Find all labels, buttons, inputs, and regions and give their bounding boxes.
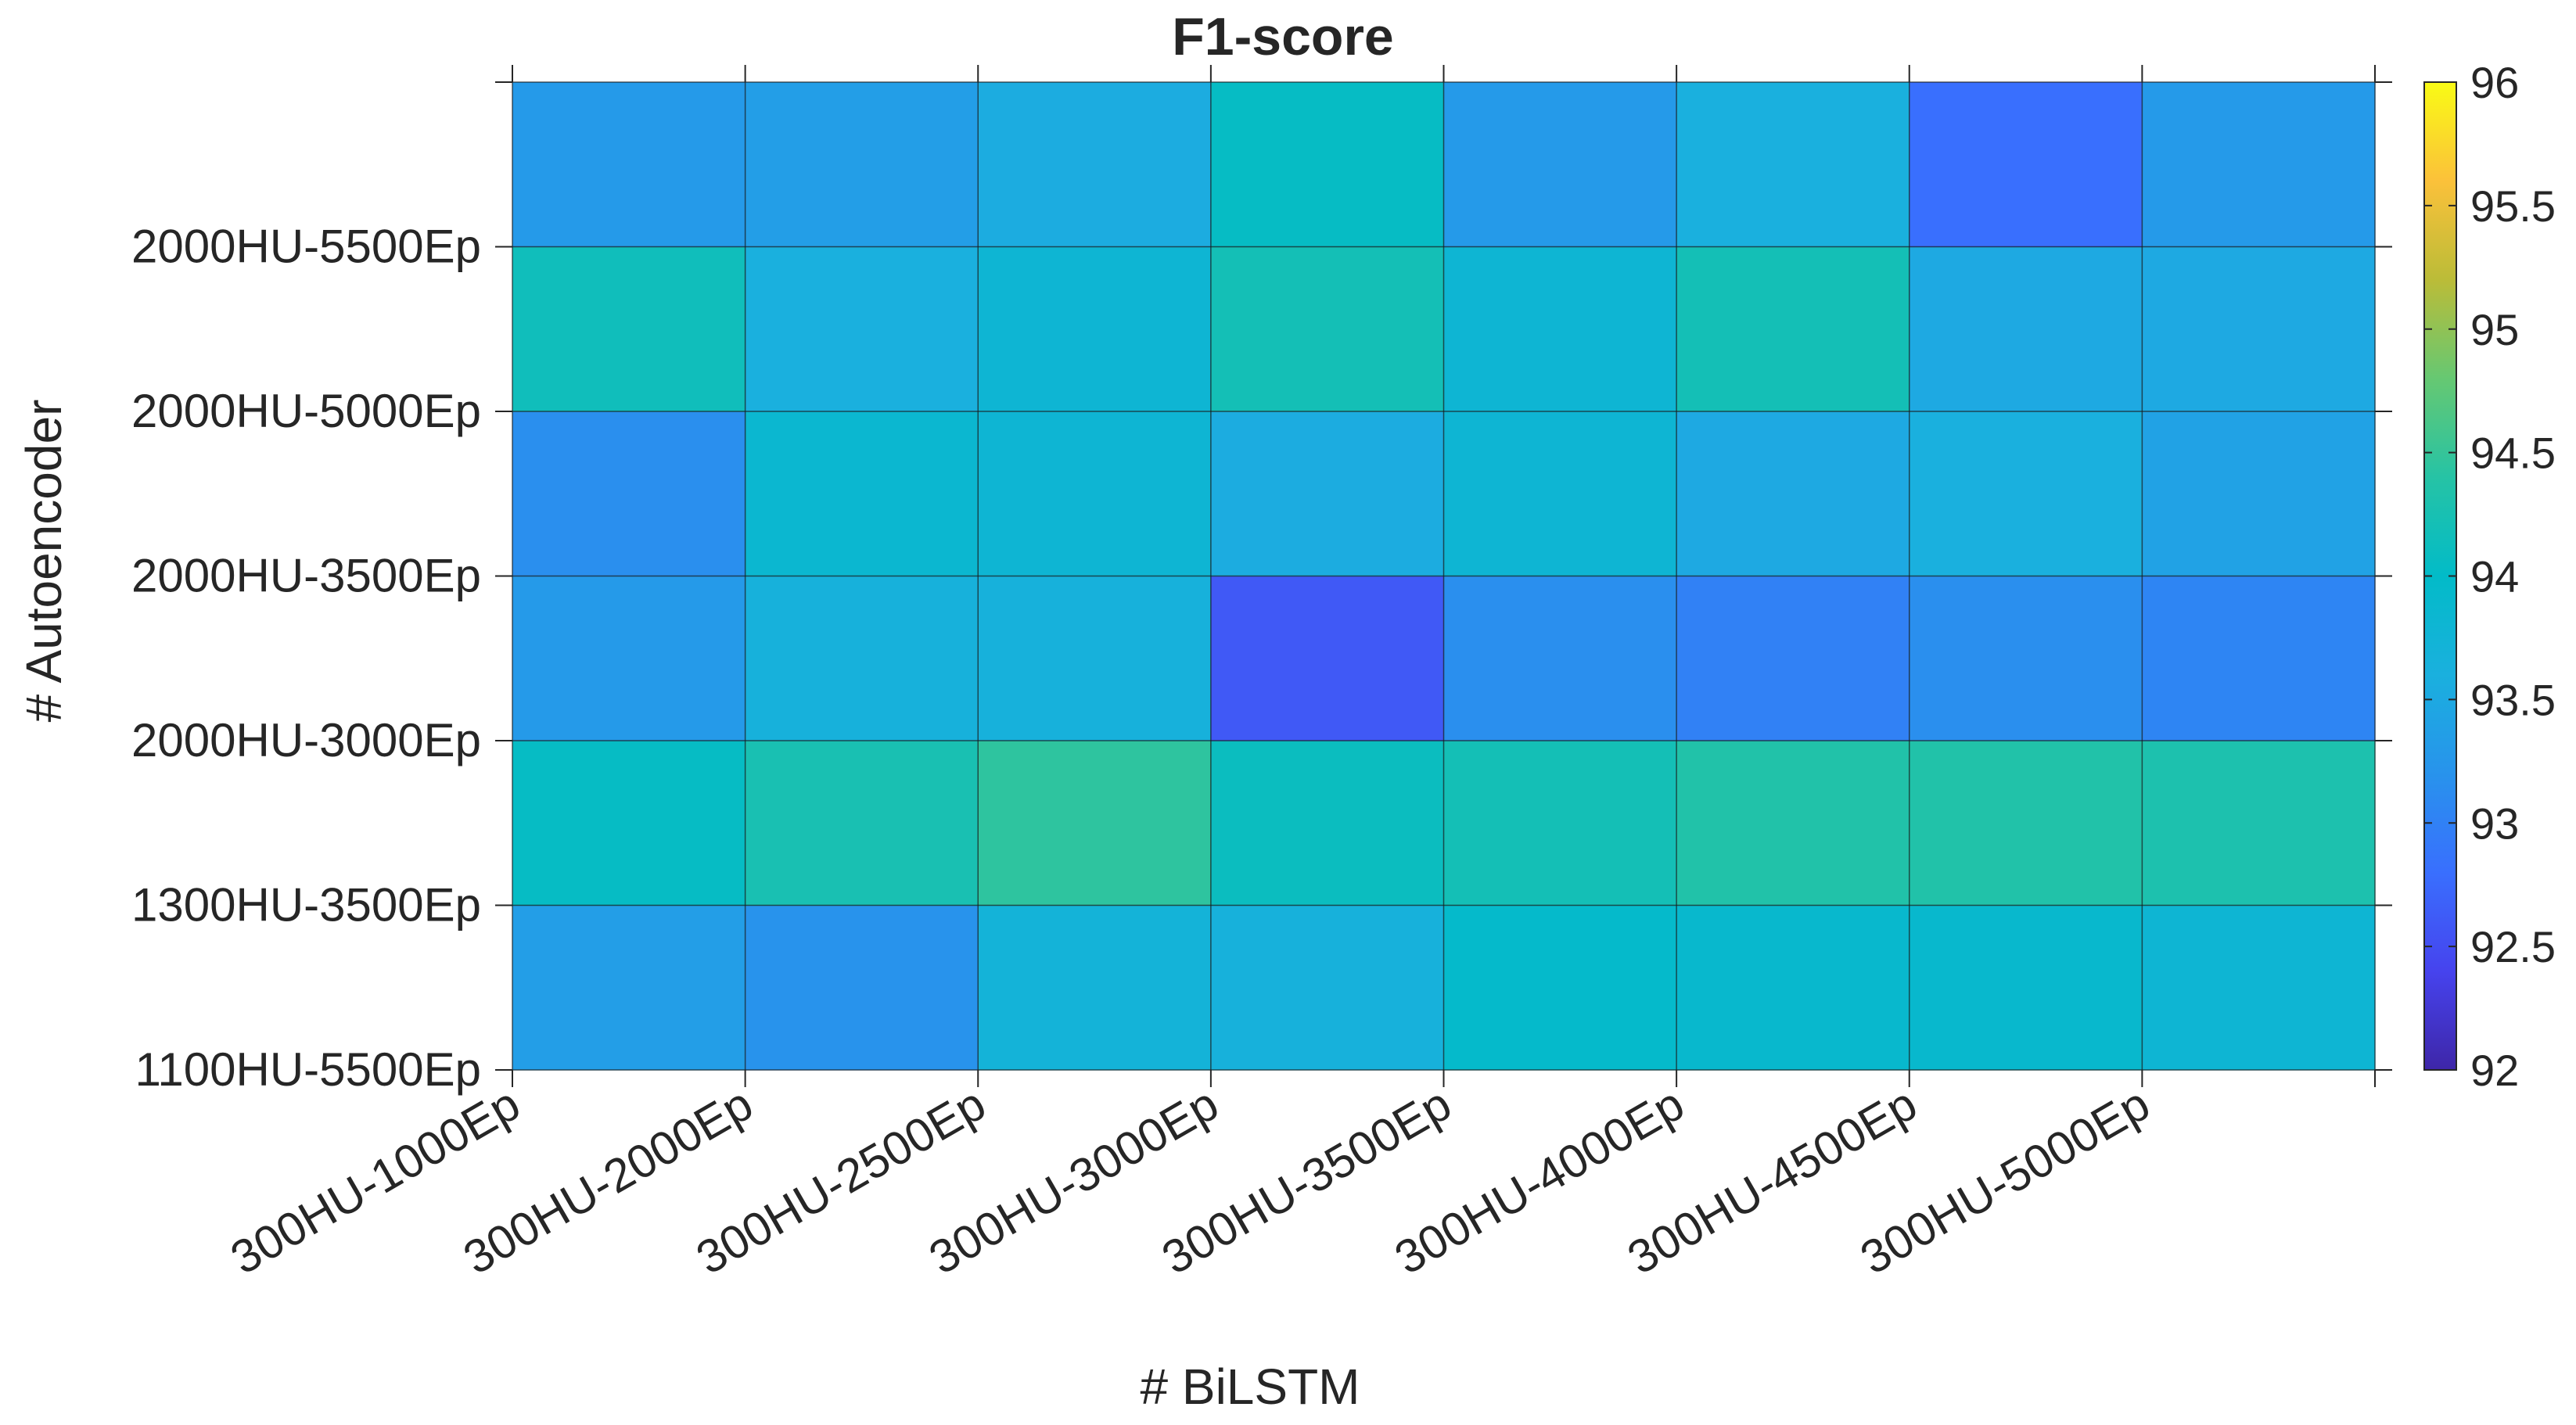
heatmap-cell (2142, 411, 2376, 576)
heatmap-cell (2142, 741, 2376, 906)
colorbar-tick-label: 95 (2470, 305, 2519, 354)
heatmap-cell (978, 411, 1212, 576)
y-tick-label: 2000HU-3500Ep (131, 550, 481, 602)
heatmap-cell (1676, 411, 1910, 576)
y-axis-label: # Autoencoder (16, 400, 72, 723)
colorbar-ticks: 92 92.5 93 93.5 94 94.5 95 95.5 96 (2424, 58, 2556, 1095)
heatmap-cell (1676, 741, 1910, 906)
heatmap-cell (745, 411, 979, 576)
heatmap-cell (1676, 246, 1910, 412)
heatmap-cell (1909, 576, 2143, 741)
heatmap-cell (1676, 576, 1910, 741)
colorbar: 92 92.5 93 93.5 94 94.5 95 95.5 96 (2423, 58, 2556, 1095)
heatmap-cell (1909, 82, 2143, 247)
colorbar-tick-label: 93.5 (2470, 675, 2556, 724)
heatmap-cell (1210, 82, 1444, 247)
heatmap-cell (1676, 905, 1910, 1071)
axis-ticks (495, 65, 2392, 1087)
heatmap-cell (1210, 411, 1444, 576)
y-tick-label: 1300HU-3500Ep (131, 879, 481, 931)
heatmap-cell (978, 246, 1212, 412)
heatmap-cell (745, 82, 979, 247)
heatmap-cell (745, 741, 979, 906)
heatmap-cell (745, 246, 979, 412)
y-tick-label: 2000HU-5500Ep (131, 221, 481, 273)
heatmap-cell (978, 905, 1212, 1071)
heatmap-cell (1443, 905, 1677, 1071)
heatmap-cell (1443, 741, 1677, 906)
chart-title: F1-score (1172, 7, 1393, 66)
heatmap-cell (2142, 82, 2376, 247)
heatmap-cell (2142, 246, 2376, 412)
heatmap-cell (2142, 905, 2376, 1071)
colorbar-tick-label: 95.5 (2470, 181, 2556, 231)
heatmap-cell (1210, 741, 1444, 906)
heatmap-cell (1909, 905, 2143, 1071)
heatmap-cell (1443, 246, 1677, 412)
heatmap-cell (978, 82, 1212, 247)
heatmap-cell (512, 411, 746, 576)
heatmap-cell (978, 741, 1212, 906)
heatmap-cell (1210, 246, 1444, 412)
heatmap-cells (512, 82, 2376, 1071)
y-axis-tick-labels: 1100HU-5500Ep 1300HU-3500Ep 2000HU-3000Ep 2… (131, 221, 481, 1097)
x-axis-label: # BiLSTM (1141, 1359, 1360, 1415)
colorbar-tick-label: 92.5 (2470, 922, 2556, 971)
colorbar-tick-label: 96 (2470, 58, 2519, 107)
colorbar-tick-label: 92 (2470, 1046, 2519, 1095)
heatmap-cell (1909, 411, 2143, 576)
heatmap-cell (1210, 905, 1444, 1071)
y-tick-label: 1100HU-5500Ep (135, 1043, 481, 1096)
colorbar-tick-label: 94 (2470, 552, 2519, 601)
heatmap-cell (1909, 741, 2143, 906)
heatmap-cell (1443, 82, 1677, 247)
heatmap-cell (1443, 576, 1677, 741)
heatmap-cell (2142, 576, 2376, 741)
heatmap-cell (512, 576, 746, 741)
heatmap-cell (745, 905, 979, 1071)
heatmap-cell (1210, 576, 1444, 741)
y-tick-label: 2000HU-3000Ep (131, 714, 481, 766)
heatmap-cell (1443, 411, 1677, 576)
heatmap-cell (512, 246, 746, 412)
y-tick-label: 2000HU-5000Ep (131, 385, 481, 437)
heatmap-cell (512, 905, 746, 1071)
x-axis-tick-labels: 300HU-1000Ep300HU-2000Ep300HU-2500Ep300H… (222, 1077, 2158, 1284)
heatmap-cell (745, 576, 979, 741)
heatmap-cell (512, 741, 746, 906)
colorbar-tick-label: 94.5 (2470, 429, 2556, 478)
heatmap-cell (978, 576, 1212, 741)
heatmap-cell (512, 82, 746, 247)
heatmap-cell (1676, 82, 1910, 247)
colorbar-tick-label: 93 (2470, 799, 2519, 848)
heatmap-cell (1909, 246, 2143, 412)
